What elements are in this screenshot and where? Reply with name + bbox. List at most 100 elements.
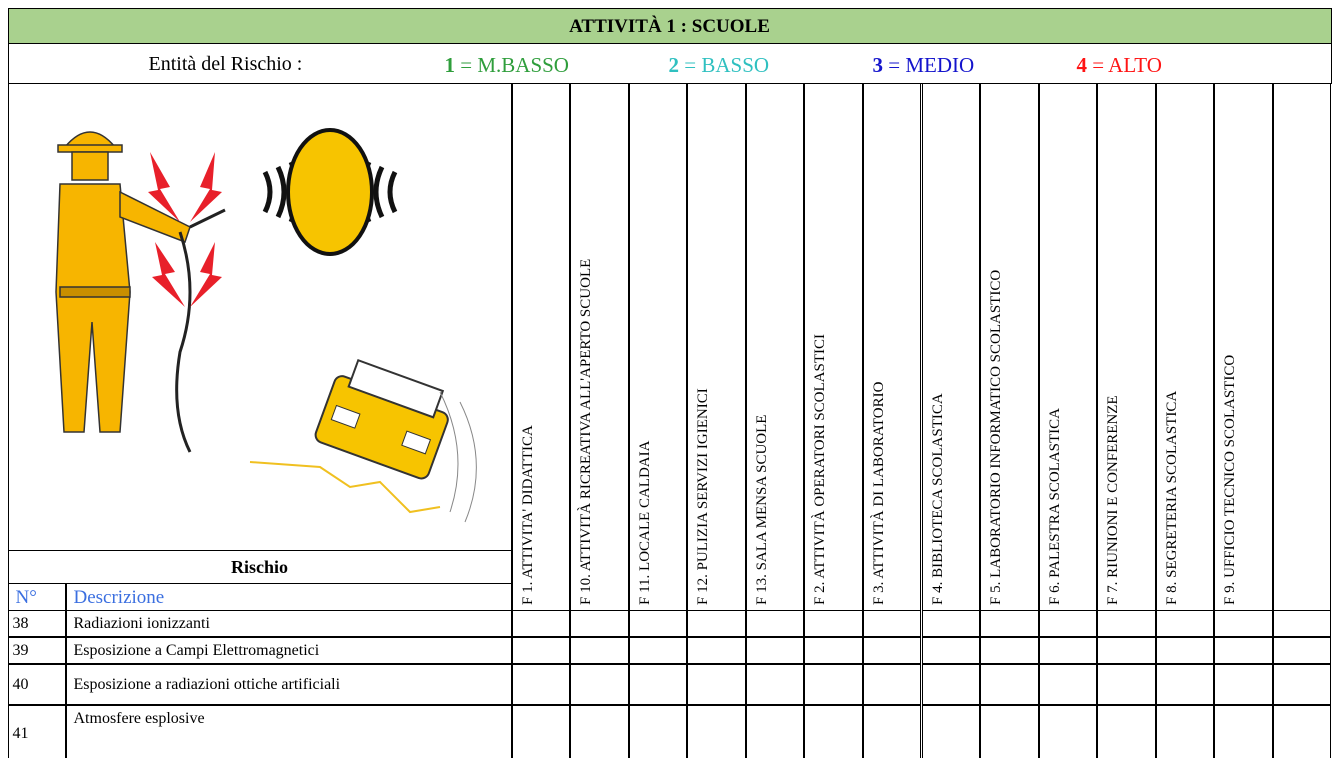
rating-cell xyxy=(1155,609,1215,637)
activity-header-cell: F 10. ATTIVITÀ RICREATIVA ALL'APERTO SCU… xyxy=(570,82,629,611)
risk-level-label: = BASSO xyxy=(684,52,770,77)
activity-header-cell: F 11. LOCALE CALDAIA xyxy=(628,82,688,611)
title-bar: ATTIVITÀ 1 : SCUOLE xyxy=(7,7,1332,44)
activity-text: F 8. SEGRETERIA SCOLASTICA xyxy=(1163,390,1180,605)
rating-cell xyxy=(1272,663,1332,705)
activity-text: F 5. LABORATORIO INFORMATICO SCOLASTICO xyxy=(988,269,1005,605)
rating-cell xyxy=(1038,663,1098,705)
rating-cell xyxy=(980,704,1039,758)
risk-level: 4 = ALTO xyxy=(1077,53,1162,78)
risk-level: 2 = BASSO xyxy=(669,53,770,78)
risk-level-label: = ALTO xyxy=(1092,52,1162,77)
rating-cell xyxy=(511,609,571,637)
rating-cell xyxy=(804,663,863,705)
activity-label: F 13. SALA MENSA SCUOLE xyxy=(753,87,798,604)
row-description: Radiazioni ionizzanti xyxy=(73,615,210,632)
rating-cell xyxy=(921,636,981,664)
risk-level-number: 1 xyxy=(444,52,456,77)
row-number: 41 xyxy=(12,724,29,742)
rating-cell xyxy=(862,663,922,705)
activity-label: F 12. PULIZIA SERVIZI IGIENICI xyxy=(694,87,739,605)
activity-label: F 3. ATTIVITÀ DI LABORATORIO xyxy=(870,87,915,605)
activity-text: F 10. ATTIVITÀ RICREATIVA ALL'APERTO SCU… xyxy=(578,258,595,605)
activity-text: F 7. RIUNIONI E CONFERENZE xyxy=(1105,394,1122,605)
rating-cell xyxy=(921,663,981,705)
activity-text: F 1. ATTIVITA' DIDATTICA xyxy=(519,424,536,605)
activity-header-cell: F 7. RIUNIONI E CONFERENZE xyxy=(1097,82,1156,611)
rating-cell xyxy=(570,704,629,758)
row-description: Esposizione a radiazioni ottiche artific… xyxy=(73,676,341,693)
rating-cell xyxy=(980,636,1039,664)
activity-label: F 5. LABORATORIO INFORMATICO SCOLASTICO xyxy=(987,87,1032,605)
rating-cell xyxy=(921,704,981,758)
rating-cell xyxy=(862,636,922,664)
rating-cell xyxy=(804,704,863,758)
rating-cell xyxy=(1097,704,1156,758)
activity-text: F 3. ATTIVITÀ DI LABORATORIO xyxy=(870,381,887,605)
rating-cell xyxy=(570,663,629,705)
rating-cell xyxy=(1038,636,1098,664)
risk-level-number: 2 xyxy=(668,52,680,77)
activity-label: F 9. UFFICIO TECNICO SCOLASTICO xyxy=(1221,87,1266,605)
rating-cell xyxy=(570,636,629,664)
row-description-cell: Atmosfere esplosive xyxy=(65,704,512,758)
risk-level-number: 3 xyxy=(872,52,884,77)
rating-cell xyxy=(745,663,805,705)
rating-cell xyxy=(1097,609,1156,637)
rating-cell xyxy=(804,609,863,637)
activity-text: F 9. UFFICIO TECNICO SCOLASTICO xyxy=(1222,354,1239,605)
activity-label: F 7. RIUNIONI E CONFERENZE xyxy=(1104,87,1149,605)
rating-cell xyxy=(862,609,922,637)
rating-cell xyxy=(1155,663,1215,705)
rating-cell xyxy=(628,609,688,637)
rating-cell xyxy=(511,663,571,705)
rating-cell xyxy=(1097,636,1156,664)
row-number-cell: 38 xyxy=(7,609,66,637)
rating-cell xyxy=(1214,663,1273,705)
activity-header-cell: F 2. ATTIVITÀ OPERATORI SCOLASTICI xyxy=(804,82,863,611)
activity-header-cell: F 5. LABORATORIO INFORMATICO SCOLASTICO xyxy=(980,82,1039,611)
description-heading: Descrizione xyxy=(73,586,165,608)
activity-header-cell: F 8. SEGRETERIA SCOLASTICA xyxy=(1155,82,1215,611)
rating-cell xyxy=(1272,636,1332,664)
rating-cell xyxy=(511,636,571,664)
activity-label: F 6. PALESTRA SCOLASTICA xyxy=(1046,87,1091,605)
activity-text: F 12. PULIZIA SERVIZI IGIENICI xyxy=(695,387,712,605)
activity-header-cell: F 13. SALA MENSA SCUOLE xyxy=(745,82,805,611)
rating-cell xyxy=(570,609,629,637)
risk-illustration xyxy=(55,128,477,523)
row-number-cell: 39 xyxy=(7,636,66,664)
rating-cell xyxy=(687,704,746,758)
rating-cell xyxy=(980,609,1039,637)
risk-level-label: = M.BASSO xyxy=(460,52,569,77)
number-heading: N° xyxy=(15,586,37,608)
activity-label: F 11. LOCALE CALDAIA xyxy=(636,87,681,604)
activity-text: F 4. BIBLIOTECA SCOLASTICA xyxy=(929,392,946,605)
rating-cell xyxy=(745,636,805,664)
rating-cell xyxy=(687,609,746,637)
rating-cell xyxy=(1214,609,1273,637)
number-heading-cell: N° xyxy=(7,582,66,611)
row-description-cell: Esposizione a radiazioni ottiche artific… xyxy=(65,663,512,705)
title: ATTIVITÀ 1 : SCUOLE xyxy=(569,15,770,37)
risk-level: 3 = MEDIO xyxy=(873,53,975,78)
row-number-cell: 40 xyxy=(7,663,66,705)
row-description: Atmosfere esplosive xyxy=(73,709,205,727)
risk-heading-cell: Rischio xyxy=(7,549,512,584)
rating-cell xyxy=(1097,663,1156,705)
row-description-cell: Esposizione a Campi Elettromagnetici xyxy=(65,636,512,664)
rating-cell xyxy=(1272,704,1332,758)
activity-header-cell: F 6. PALESTRA SCOLASTICA xyxy=(1038,82,1098,611)
rating-cell xyxy=(1214,636,1273,664)
legend-row: Entità del Rischio : 1 = M.BASSO 2 = BASSO… xyxy=(7,42,1332,84)
risk-level: 1 = M.BASSO xyxy=(445,53,569,78)
description-heading-cell: Descrizione xyxy=(65,582,512,611)
risk-heading: Rischio xyxy=(230,556,288,577)
rating-cell xyxy=(745,704,805,758)
rating-cell xyxy=(511,704,571,758)
activity-header-cell: F 1. ATTIVITA' DIDATTICA xyxy=(511,82,571,611)
activity-header-cell: F 9. UFFICIO TECNICO SCOLASTICO xyxy=(1214,82,1273,611)
activity-label: F 2. ATTIVITÀ OPERATORI SCOLASTICI xyxy=(811,87,856,605)
rating-cell xyxy=(1214,704,1273,758)
